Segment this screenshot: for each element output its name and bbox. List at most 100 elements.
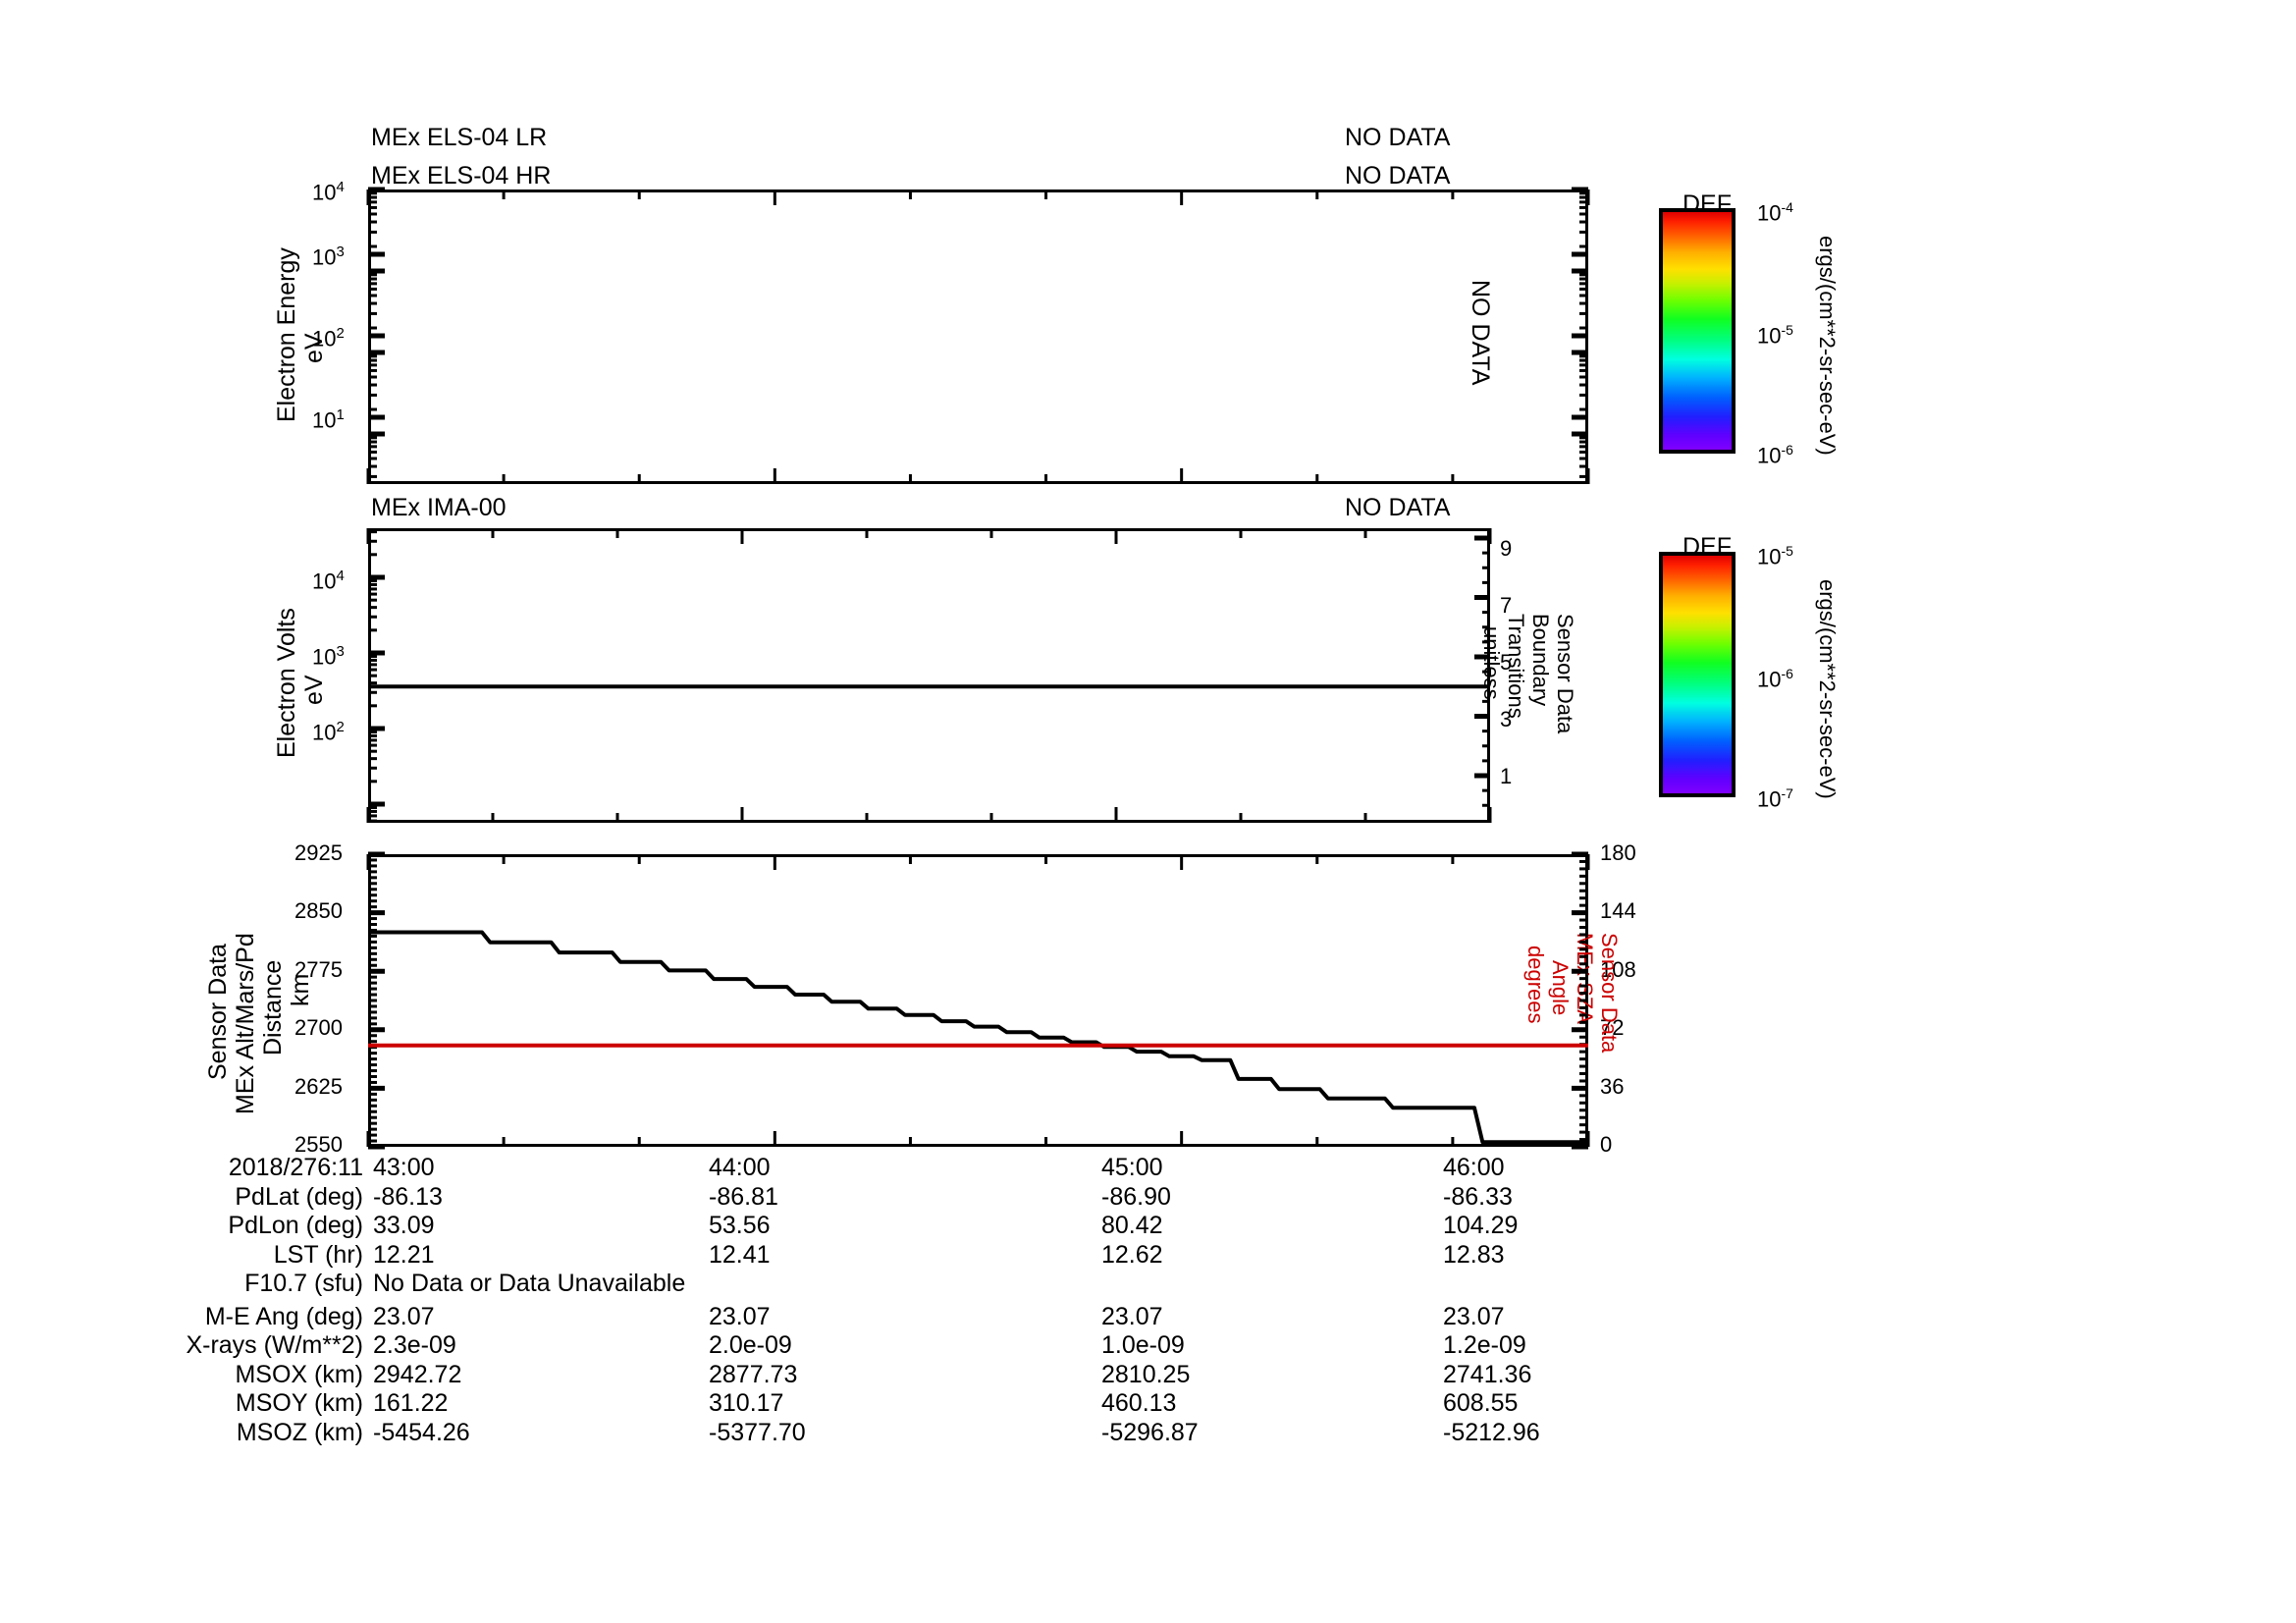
table-cell: 460.13 [1101,1389,1177,1417]
table-row-label: PdLon (deg) [228,1212,363,1239]
panel1-ytick-0-mant: 10 [312,180,337,205]
table-cell: -5377.70 [709,1418,806,1446]
panel2-ytick-2-exp: 2 [336,719,345,735]
panel2-ytick-right-3: 3 [1500,707,1513,731]
table-cell: 104.29 [1443,1212,1519,1239]
table-cell: 2877.73 [709,1360,798,1388]
table-cell: 45:00 [1101,1154,1163,1181]
panel2-ytick-right-4: 1 [1500,764,1513,788]
panel3-ytick-right-4: 36 [1600,1074,1625,1099]
panel1-ytick-0-exp: 4 [336,179,345,195]
table-cell: No Data or Data Unavailable [373,1270,686,1297]
panel2-ytick-0: 104 [312,568,345,594]
panel1-ytick-3: 101 [312,406,345,433]
colorbar-0[interactable] [1659,208,1735,454]
colorbar-1-tick-mid-exp: -6 [1781,666,1793,681]
colorbar-0-tick-top-exp: -4 [1781,199,1793,215]
panel3-ytick-0: 2925 [294,840,343,865]
panel3-ytick-4: 2625 [294,1074,343,1099]
colorbar-1-tick-mid: 10-6 [1757,666,1793,692]
table-row-label: F10.7 (sfu) [244,1270,363,1297]
table-cell: 2741.36 [1443,1360,1532,1388]
colorbar-0-tick-mid: 10-5 [1757,322,1793,349]
panel2-ytick-right-1: 7 [1500,593,1513,618]
colorbar-1-tick-top: 10-5 [1757,543,1793,569]
panel3-ytick-right-0: 180 [1600,840,1636,865]
table-cell: 1.2e-09 [1443,1331,1526,1359]
colorbar-1-tick-bot: 10-7 [1757,785,1793,812]
ephemeris-table: 2018/276:11 43:00 44:00 45:00 46:00 PdLat (de… [0,1154,2296,1448]
table-cell: 43:00 [373,1154,435,1181]
table-cell: 12.62 [1101,1240,1163,1269]
table-cell: 608.55 [1443,1389,1519,1417]
table-row-label: MSOX (km) [235,1360,363,1388]
table-cell: 1.0e-09 [1101,1331,1185,1359]
colorbar-0-tick-bot-mant: 10 [1757,443,1782,468]
colorbar-1-tick-bot-mant: 10 [1757,786,1782,812]
panel2-nodata: NO DATA [1345,494,1451,521]
panel1-nodata-lr: NO DATA [1345,124,1451,151]
panel3-ytick-right-2: 108 [1600,957,1636,982]
colorbar-0-tick-top-mant: 10 [1757,200,1782,226]
table-cell: 12.83 [1443,1240,1505,1269]
panel1-ytick-1-exp: 3 [336,243,345,260]
panel2-ytick-right-0: 9 [1500,536,1513,561]
panel1-ytick-0: 104 [312,179,345,205]
panel2-ytick-1: 103 [312,643,345,670]
colorbar-0-tick-bot-exp: -6 [1781,442,1793,458]
colorbar-0-tick-top: 10-4 [1757,199,1793,226]
colorbar-1-tick-mid-mant: 10 [1757,667,1782,692]
table-cell: 53.56 [709,1212,771,1239]
panel2-plot-area[interactable] [368,528,1490,823]
table-cell: 2.3e-09 [373,1331,456,1359]
table-cell: 12.21 [373,1240,435,1269]
panel2-ytick-2-mant: 10 [312,720,337,745]
panel2-ytick-1-exp: 3 [336,643,345,660]
panel3-ytick-3: 2700 [294,1015,343,1040]
table-cell: 2810.25 [1101,1360,1191,1388]
panel1-ytick-2: 102 [312,325,345,352]
table-cell: -5454.26 [373,1418,470,1446]
panel3-ytick-2: 2775 [294,957,343,982]
table-cell: 310.17 [709,1389,784,1417]
table-row-label: MSOY (km) [235,1389,363,1417]
colorbar-0-tick-mid-mant: 10 [1757,323,1782,349]
table-row-label: PdLat (deg) [235,1182,363,1211]
table-cell: 23.07 [1443,1302,1505,1330]
panel1-plot-area[interactable] [368,189,1588,484]
table-row-label: LST (hr) [273,1240,363,1269]
table-row-label: 2018/276:11 [228,1154,363,1181]
table-row-label: X-rays (W/m**2) [186,1331,363,1359]
colorbar-1[interactable] [1659,552,1735,797]
colorbar-1-tick-top-exp: -5 [1781,543,1793,559]
panel1-title-hr: MEx ELS-04 HR [371,162,552,189]
colorbar-0-tick-mid-exp: -5 [1781,322,1793,338]
panel1-ytick-1: 103 [312,243,345,270]
panel2-ytick-0-exp: 4 [336,568,345,584]
panel1-ytick-3-exp: 1 [336,406,345,423]
table-cell: 23.07 [709,1302,771,1330]
colorbar-0-tick-bot: 10-6 [1757,442,1793,468]
colorbar-1-units: ergs/(cm**2-sr-sec-eV) [1815,579,1840,799]
table-cell: 46:00 [1443,1154,1505,1181]
table-cell: 2942.72 [373,1360,462,1388]
table-cell: 12.41 [709,1240,771,1269]
panel1-nodata-hr: NO DATA [1345,162,1451,189]
colorbar-0-units: ergs/(cm**2-sr-sec-eV) [1815,236,1840,456]
table-cell: -86.81 [709,1182,778,1211]
panel1-ytick-3-mant: 10 [312,407,337,433]
panel3-ytick-1: 2850 [294,898,343,923]
panel3-ytick-right-1: 144 [1600,898,1636,923]
table-cell: 23.07 [1101,1302,1163,1330]
panel3-plot-area[interactable] [368,854,1588,1147]
panel1-ytick-1-mant: 10 [312,244,337,270]
colorbar-1-tick-top-mant: 10 [1757,544,1782,569]
panel1-ytick-2-mant: 10 [312,326,337,352]
table-cell: 2.0e-09 [709,1331,792,1359]
table-row-label: MSOZ (km) [236,1418,363,1446]
table-cell: -86.33 [1443,1182,1513,1211]
table-cell: 33.09 [373,1212,435,1239]
panel2-ytick-1-mant: 10 [312,644,337,670]
table-cell: 161.22 [373,1389,449,1417]
